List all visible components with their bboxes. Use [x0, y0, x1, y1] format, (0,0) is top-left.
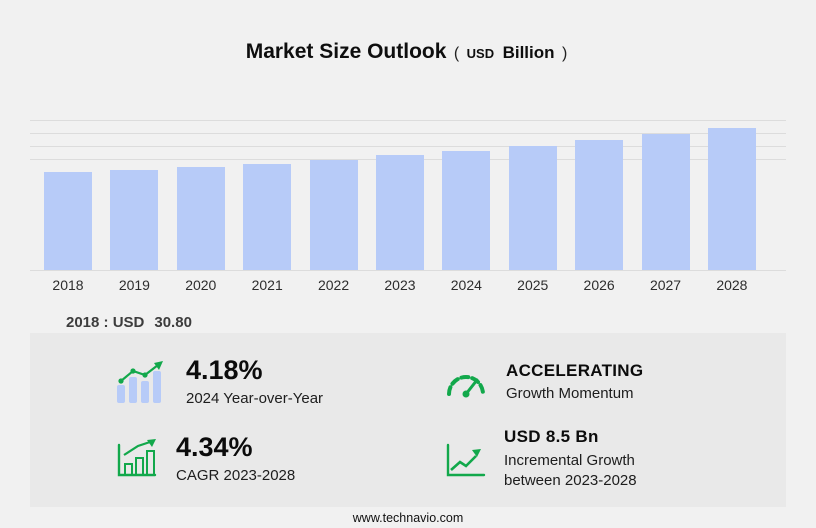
bar-column-2021 [243, 118, 292, 270]
x-axis-label-2019: 2019 [118, 277, 150, 293]
bar-column-2024 [442, 118, 491, 270]
footer-link[interactable]: www.technavio.com [352, 511, 464, 525]
momentum-value: ACCELERATING [506, 360, 644, 380]
bar-2024 [442, 151, 491, 270]
gridline [30, 133, 786, 134]
baseline-annotation: 2018 : USD 30.80 [66, 314, 192, 331]
bar-column-2026 [575, 118, 624, 270]
bar-2021 [243, 164, 292, 270]
baseline-value: 30.80 [154, 314, 192, 331]
stat-text: 4.34% CAGR 2023-2028 [176, 432, 296, 484]
bar-2022 [309, 160, 358, 270]
stat-yoy-growth: 4.18% 2024 Year-over-Year [114, 343, 444, 420]
bar-column-2019 [110, 118, 159, 270]
x-axis-label-2028: 2028 [716, 277, 748, 293]
stats-grid: 4.18% 2024 Year-over-Year ACCELERATING G… [30, 333, 786, 507]
title-open-paren: ( [453, 45, 460, 62]
yoy-label: 2024 Year-over-Year [186, 389, 324, 407]
x-axis-label-2018: 2018 [52, 277, 84, 293]
x-axis-label-2027: 2027 [649, 277, 682, 293]
bar-column-2027 [641, 118, 690, 270]
x-axis-labels: 2018 2019 2020 2021 2022 2023 2024 2025 2026 2027… [44, 277, 756, 293]
bar-column-2025 [508, 118, 557, 270]
bar-column-2028 [707, 118, 756, 270]
stat-text: 4.18% 2024 Year-over-Year [186, 355, 324, 407]
gridline [30, 146, 786, 147]
x-axis-label-2024: 2024 [450, 277, 482, 293]
bar-column-2022 [309, 118, 358, 270]
incremental-label: Incremental Growth between 2023-2028 [504, 452, 637, 489]
x-axis-label-2025: 2025 [517, 277, 549, 293]
x-axis-label-2022: 2022 [317, 277, 350, 293]
footer: www.technavio.com [0, 511, 816, 525]
stat-momentum: ACCELERATING Growth Momentum [444, 343, 762, 420]
yoy-value: 4.18% [186, 355, 263, 386]
x-axis-label-2026: 2026 [583, 277, 615, 293]
incremental-value: USD 8.5 Bn [504, 426, 599, 446]
bar-column-2023 [375, 118, 424, 270]
title-unit-scale: Billion [502, 43, 555, 62]
stats-panel: 4.18% 2024 Year-over-Year ACCELERATING G… [30, 333, 786, 507]
bar-2028 [707, 128, 756, 270]
bar-2027 [641, 134, 690, 270]
speedometer-icon [444, 363, 488, 401]
cagr-label: CAGR 2023-2028 [176, 466, 296, 484]
momentum-label: Growth Momentum [506, 385, 634, 403]
stat-text: USD 8.5 Bn Incremental Growth between 20… [504, 427, 674, 490]
cagr-value: 4.34% [176, 432, 253, 463]
page-title: Market Size Outlook ( USD Billion ) [0, 40, 816, 64]
x-axis-label-2023: 2023 [384, 277, 416, 293]
stat-text: ACCELERATING Growth Momentum [506, 361, 643, 402]
gridline [30, 120, 786, 121]
baseline-label: 2018 : USD [66, 314, 145, 331]
baseline-gridline [30, 270, 786, 271]
bar-2025 [508, 146, 557, 270]
bar-2026 [575, 140, 624, 270]
x-axis-label-2021: 2021 [251, 277, 283, 293]
stat-cagr: 4.34% CAGR 2023-2028 [114, 420, 444, 497]
yoy-bars-trend-icon [114, 359, 168, 405]
title-unit-currency: USD [466, 46, 495, 61]
title-text: Market Size Outlook [245, 40, 447, 63]
bar-2020 [176, 167, 225, 270]
bar-2023 [375, 155, 424, 270]
stat-incremental-growth: USD 8.5 Bn Incremental Growth between 20… [444, 420, 762, 497]
incremental-growth-icon [444, 439, 486, 479]
bar-chart-plot [44, 118, 756, 270]
cagr-bar-chart-icon [114, 437, 158, 481]
bar-2018 [44, 172, 92, 270]
bar-column-2018 [44, 118, 92, 270]
bar-column-2020 [176, 118, 225, 270]
x-axis-label-2020: 2020 [185, 277, 217, 293]
title-close-paren: ) [561, 45, 568, 62]
bar-2019 [110, 170, 159, 270]
